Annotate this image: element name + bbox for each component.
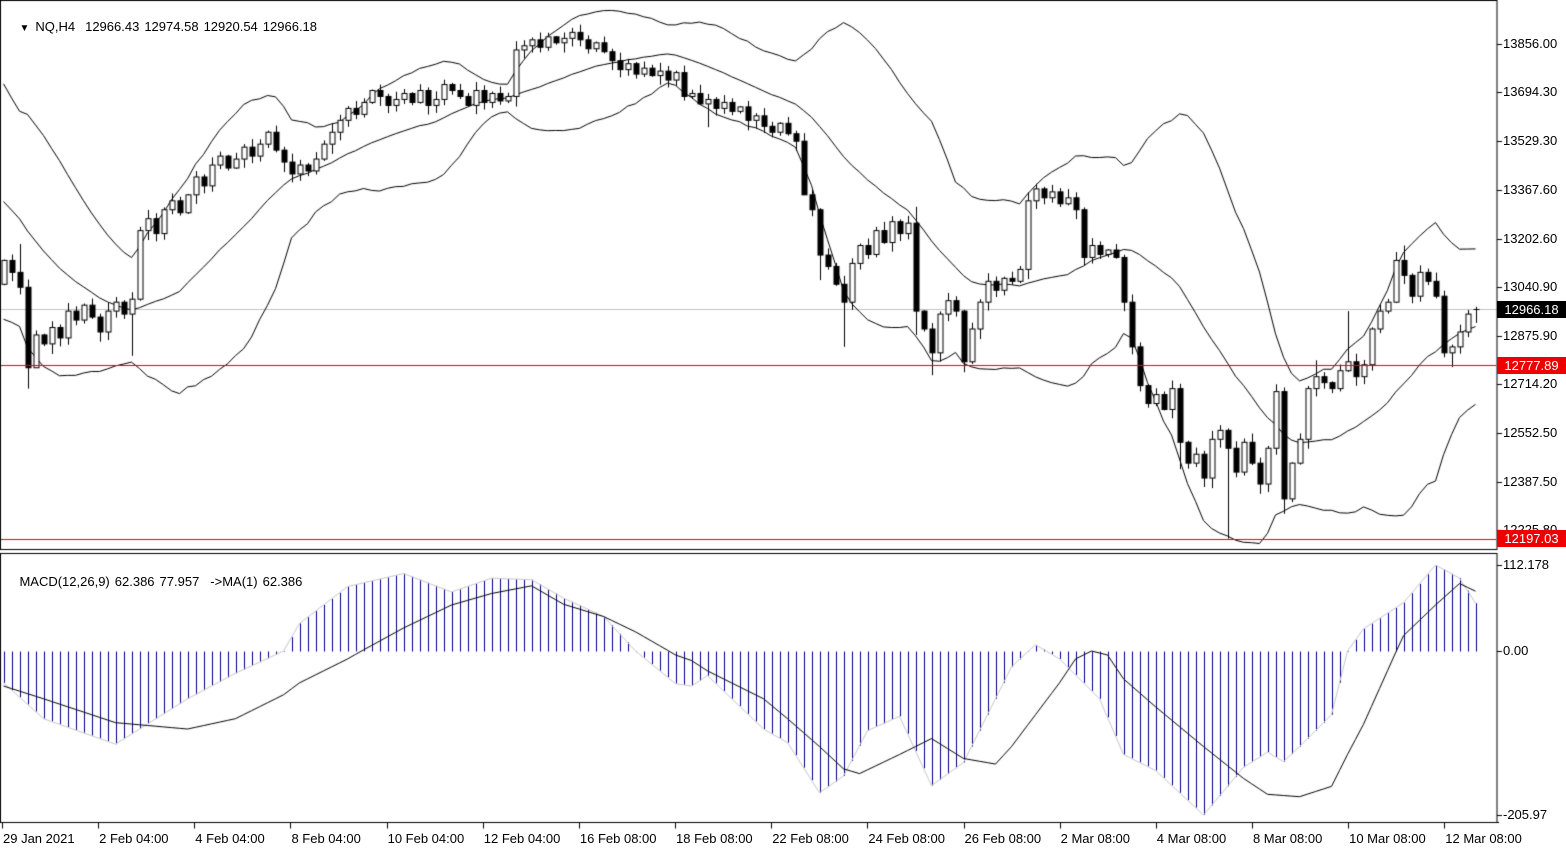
close-value: 12966.18 (262, 19, 318, 34)
time-axis-label: 10 Feb 04:00 (387, 831, 465, 846)
time-axis-label: 4 Mar 08:00 (1156, 831, 1227, 846)
time-axis-label: 4 Feb 04:00 (195, 831, 265, 846)
macd-title: MACD(12,26,9) (19, 574, 110, 589)
price-axis-label: 13367.60 (1503, 181, 1558, 197)
open-value: 12966.43 (85, 19, 140, 34)
time-axis-label: 8 Feb 04:00 (291, 831, 361, 846)
low-value: 12920.54 (203, 19, 258, 34)
macd-axis-label: 0.00 (1503, 643, 1529, 658)
time-axis-label: 16 Feb 08:00 (579, 831, 657, 846)
price-axis-label: 12875.90 (1503, 328, 1558, 344)
time-axis-label: 18 Feb 08:00 (676, 831, 753, 846)
current-price-badge: 12966.18 (1497, 300, 1566, 318)
macd-value: 62.386 (114, 574, 155, 589)
hline-price-badge: 12197.03 (1497, 530, 1566, 548)
macd-ma-label: ->MA(1) (210, 574, 258, 589)
price-axis-label: 12387.50 (1503, 473, 1558, 489)
high-value: 12974.58 (144, 19, 199, 34)
price-axis-label: 13529.30 (1503, 133, 1558, 149)
time-axis-label: 2 Mar 08:00 (1060, 831, 1131, 846)
time-axis-label: 22 Feb 08:00 (772, 831, 849, 846)
time-axis-label: 8 Mar 08:00 (1252, 831, 1323, 846)
macd-indicator-label: MACD(12,26,9) 62.386 77.957 ->MA(1) 62.386 (5, 559, 307, 604)
macd-prev-value: 77.957 (159, 574, 200, 589)
price-axis-label: 12552.50 (1503, 424, 1558, 440)
ohlc-header: ▼ NQ,H4 12966.43 12974.58 12920.54 12966.18 (5, 4, 322, 49)
macd-ma-value: 62.386 (262, 574, 303, 589)
time-axis-label: 12 Feb 04:00 (483, 831, 561, 846)
macd-axis-label: -205.97 (1503, 807, 1548, 822)
hline-price-badge: 12777.89 (1497, 356, 1566, 374)
symbol-dropdown-icon[interactable]: ▼ (19, 23, 30, 34)
price-axis-label: 13856.00 (1503, 36, 1558, 51)
symbol-timeframe-label: NQ,H4 (35, 19, 76, 34)
price-axis-label: 13202.60 (1503, 230, 1558, 246)
time-axis-label: 26 Feb 08:00 (964, 831, 1042, 846)
price-axis-label: 13040.90 (1503, 278, 1558, 294)
time-axis-label: 24 Feb 08:00 (868, 831, 945, 846)
time-axis-label: 2 Feb 04:00 (99, 831, 169, 846)
time-axis-label: 10 Mar 08:00 (1349, 831, 1426, 846)
time-axis-label: 12 Mar 08:00 (1445, 831, 1522, 846)
price-axis-label: 12714.20 (1503, 376, 1558, 392)
macd-axis-label: 112.178 (1503, 557, 1550, 572)
time-axis-label: 29 Jan 2021 (3, 831, 75, 846)
price-axis-label: 13694.30 (1503, 84, 1558, 100)
